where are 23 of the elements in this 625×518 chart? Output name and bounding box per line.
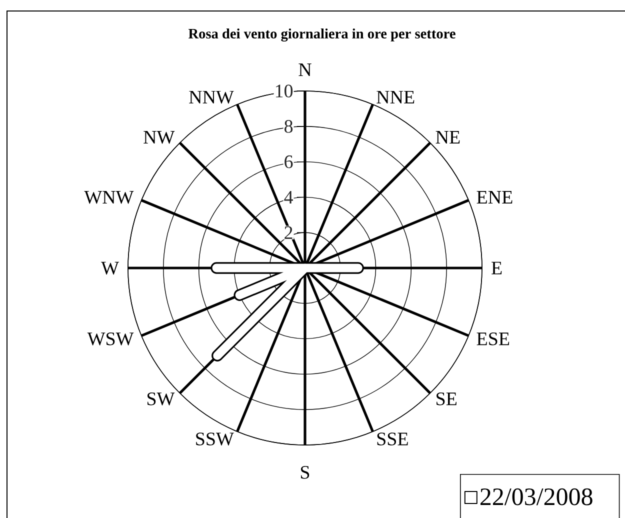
spoke-label: N — [298, 64, 312, 76]
chart-title: Rosa dei vento giornaliera in ore per settore — [188, 28, 456, 42]
spoke-label: NW — [144, 131, 175, 144]
spoke-label: ENE — [476, 191, 512, 204]
y-tick-label: 10 — [276, 84, 293, 98]
spoke-label: NNW — [189, 90, 234, 104]
spoke-label: SSW — [196, 432, 234, 446]
spoke-label: SSE — [377, 432, 408, 446]
spoke-label: WNW — [84, 191, 134, 204]
y-tick-label: 6 — [284, 155, 293, 168]
spoke-label: E — [492, 262, 502, 274]
y-tick-label: 4 — [284, 190, 294, 204]
y-tick-label: 2 — [284, 226, 292, 239]
y-tick-label: 8 — [284, 120, 293, 133]
spoke-label: ESE — [476, 332, 510, 346]
spoke-label: SE — [436, 392, 456, 406]
spoke-label: SW — [147, 392, 175, 406]
legend-label: 22/03/2008 — [480, 488, 592, 506]
spoke-label: NE — [436, 131, 460, 144]
spoke-label: W — [101, 262, 119, 275]
spoke-label: S — [300, 466, 310, 479]
spoke-label: NNE — [376, 90, 414, 104]
spoke-label: WSW — [87, 332, 134, 346]
